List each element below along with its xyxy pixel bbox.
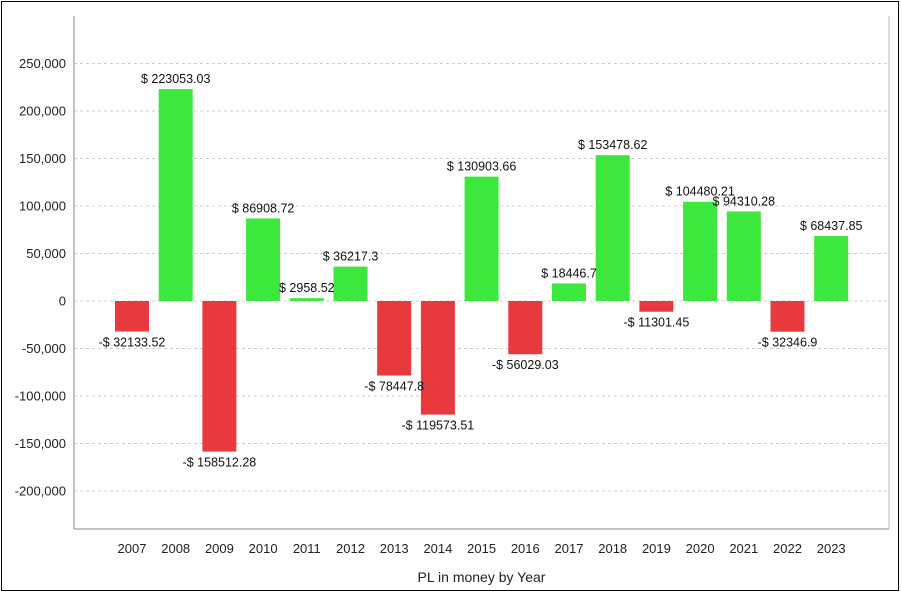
plot-area: [73, 16, 890, 530]
x-axis-tick-labels: 2007 2008 2009 2010 2011 2012 2013 2014 2015 2016…: [118, 541, 846, 556]
bar-2018: [595, 155, 630, 301]
bar-2019: [639, 301, 674, 312]
x-tick-label: 2021: [729, 541, 758, 556]
x-tick-label: 2008: [161, 541, 190, 556]
bar-2023: [814, 235, 849, 301]
y-tick-label: 100,000: [19, 199, 66, 214]
bar-2017: [552, 283, 586, 301]
y-tick-label: 250,000: [19, 56, 66, 71]
x-tick-label: 2019: [642, 541, 671, 556]
bar-2011: [289, 298, 324, 301]
y-axis-tick-labels: -200,000 -150,000 -100,000 -50,000 0 50,000 10…: [15, 56, 66, 499]
y-tick-label: 50,000: [26, 246, 66, 261]
x-tick-label: 2017: [555, 541, 584, 556]
bar-2020: [683, 201, 718, 301]
data-label-2008: $ 223053.03: [141, 72, 211, 86]
bar-2013: [377, 301, 412, 376]
bar-2008: [158, 89, 193, 301]
data-label-2015: $ 130903.66: [447, 160, 517, 174]
y-tick-label: -50,000: [22, 341, 66, 356]
y-tick-label: -100,000: [15, 389, 66, 404]
x-tick-label: 2012: [336, 541, 365, 556]
data-label-2021: $ 94310.28: [713, 194, 776, 208]
bar-2022: [770, 301, 805, 332]
x-tick-label: 2015: [467, 541, 496, 556]
x-axis-title: PL in money by Year: [418, 569, 546, 585]
data-label-2011: $ 2958.52: [279, 281, 335, 295]
x-tick-label: 2018: [598, 541, 627, 556]
x-tick-label: 2022: [773, 541, 802, 556]
bar-2021: [726, 211, 761, 301]
bar-2012: [333, 266, 368, 301]
y-tick-label: 150,000: [19, 151, 66, 166]
data-label-2013: -$ 78447.8: [364, 380, 424, 394]
data-label-2012: $ 36217.3: [323, 250, 379, 264]
bar-2009: [202, 301, 237, 452]
y-tick-label: -200,000: [15, 484, 66, 499]
x-tick-label: 2023: [817, 541, 846, 556]
bar-2010: [246, 218, 281, 301]
data-label-2016: -$ 56029.03: [492, 358, 559, 372]
x-tick-label: 2009: [205, 541, 234, 556]
y-tick-label: -150,000: [15, 436, 66, 451]
data-label-2007: -$ 32133.52: [99, 336, 166, 350]
x-tick-label: 2007: [118, 541, 147, 556]
data-label-2023: $ 68437.85: [800, 219, 863, 233]
bars: [115, 89, 849, 452]
x-tick-label: 2011: [293, 541, 321, 556]
bar-2007: [115, 301, 149, 332]
data-label-2018: $ 153478.62: [578, 138, 648, 152]
data-label-2009: -$ 158512.28: [183, 456, 257, 470]
data-label-2017: $ 18446.7: [541, 266, 597, 280]
x-tick-label: 2010: [249, 541, 278, 556]
data-labels: -$ 32133.52 $ 223053.03 -$ 158512.28 $ 8690…: [99, 72, 863, 469]
data-label-2010: $ 86908.72: [232, 201, 295, 215]
x-tick-label: 2016: [511, 541, 540, 556]
bar-2016: [508, 301, 543, 355]
y-tick-label: 200,000: [19, 104, 66, 119]
x-tick-label: 2014: [423, 541, 452, 556]
x-tick-label: 2020: [686, 541, 715, 556]
data-label-2022: -$ 32346.9: [758, 336, 818, 350]
data-label-2019: -$ 11301.45: [624, 316, 690, 330]
bar-2015: [464, 176, 499, 301]
bar-2014: [420, 301, 455, 415]
y-tick-label: 0: [59, 294, 66, 309]
data-label-2020: $ 104480.21: [665, 185, 735, 199]
x-tick-label: 2013: [380, 541, 409, 556]
data-label-2014: -$ 119573.51: [402, 419, 475, 433]
